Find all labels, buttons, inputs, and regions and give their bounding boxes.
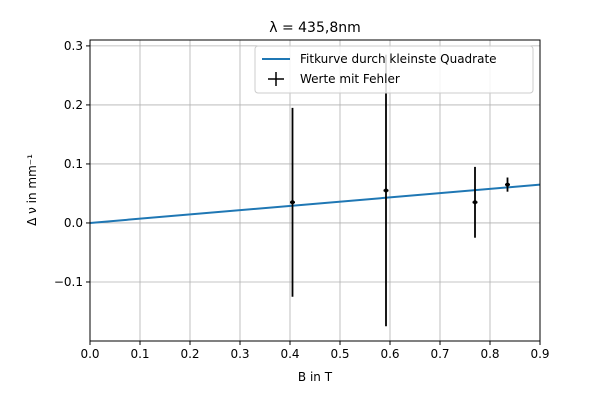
x-tick-label: 0.8 <box>480 347 499 361</box>
chart-title: λ = 435,8nm <box>269 20 361 36</box>
y-tick-label: 0.2 <box>64 98 83 112</box>
x-tick-label: 0.4 <box>280 347 299 361</box>
data-point <box>473 200 477 205</box>
y-tick-label: 0.1 <box>64 157 83 171</box>
x-tick-label: 0.0 <box>80 347 99 361</box>
x-tick-label: 0.6 <box>380 347 399 361</box>
y-axis-label: Δ ν in mm⁻¹ <box>25 154 39 226</box>
legend-label-errorbars: Werte mit Fehler <box>300 72 400 86</box>
x-tick-label: 0.9 <box>530 347 549 361</box>
plot-area <box>89 54 541 327</box>
x-axis-label: B in T <box>298 370 333 384</box>
data-point <box>290 200 295 205</box>
x-tick-label: 0.3 <box>230 347 249 361</box>
fit-line <box>89 183 541 224</box>
x-tick-label: 0.2 <box>180 347 199 361</box>
legend: Fitkurve durch kleinste Quadrate Werte m… <box>254 45 534 94</box>
legend-box <box>254 45 534 94</box>
y-tick-label: 0.0 <box>64 216 83 230</box>
y-tick-label: −0.1 <box>54 275 83 289</box>
plot-frame <box>89 39 541 342</box>
data-point <box>505 182 510 187</box>
axis-ticks: 0.0 0.1 0.2 0.3 0.4 0.5 0.6 0.7 0.8 0.9 −0.1 0.0 0.1… <box>54 39 550 361</box>
x-tick-label: 0.1 <box>130 347 149 361</box>
legend-label-fit: Fitkurve durch kleinste Quadrate <box>300 52 497 66</box>
x-tick-label: 0.5 <box>330 347 349 361</box>
x-tick-label: 0.7 <box>430 347 449 361</box>
data-point <box>384 188 388 193</box>
y-tick-label: 0.3 <box>64 39 83 53</box>
